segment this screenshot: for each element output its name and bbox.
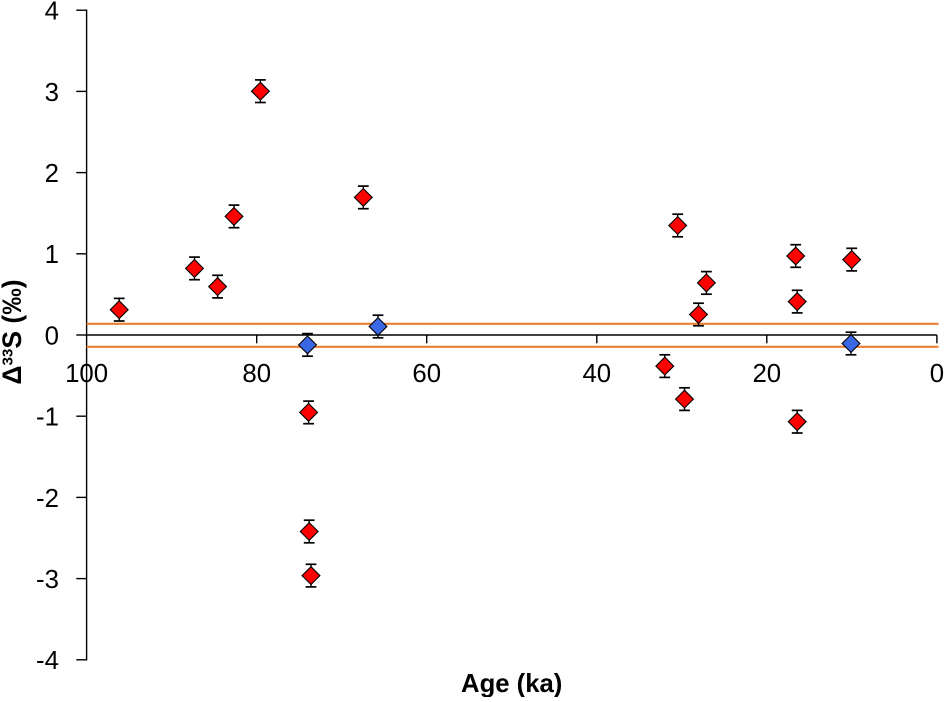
svg-text:Δ33S (‰): Δ33S (‰) <box>0 279 27 384</box>
svg-text:20: 20 <box>752 360 781 388</box>
svg-text:-2: -2 <box>36 485 59 513</box>
svg-text:80: 80 <box>242 360 271 388</box>
svg-text:0: 0 <box>45 322 59 350</box>
svg-text:1: 1 <box>45 241 59 269</box>
svg-text:3: 3 <box>45 79 59 107</box>
svg-text:2: 2 <box>45 160 59 188</box>
svg-text:0: 0 <box>930 360 944 388</box>
svg-text:-4: -4 <box>36 647 59 675</box>
svg-text:-1: -1 <box>36 404 59 432</box>
svg-text:Age (ka): Age (ka) <box>461 670 562 697</box>
svg-text:-3: -3 <box>36 566 59 594</box>
svg-text:4: 4 <box>45 0 59 26</box>
svg-text:100: 100 <box>65 360 108 388</box>
svg-text:40: 40 <box>582 360 611 388</box>
svg-text:60: 60 <box>412 360 441 388</box>
